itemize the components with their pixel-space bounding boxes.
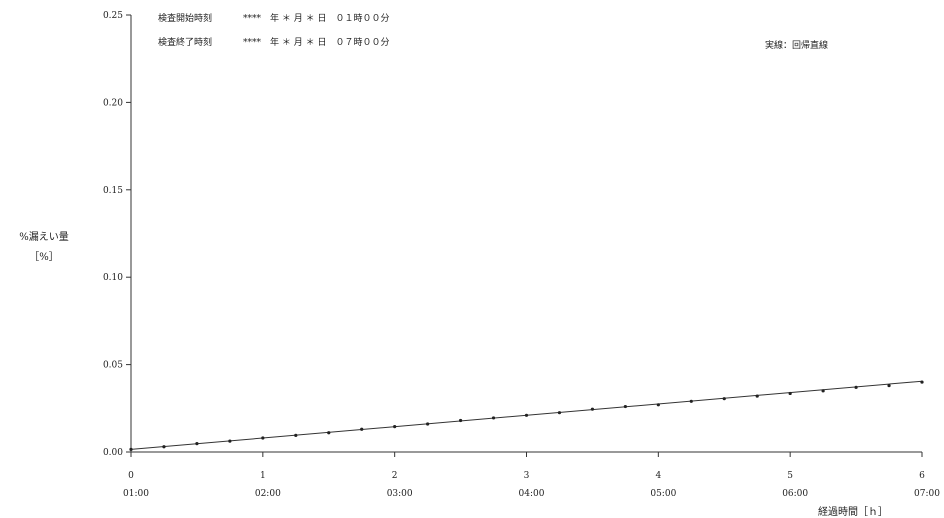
start-time-value: **** 年 ＊ 月 ＊ 日 ０１時００分 [243, 14, 390, 24]
x-tick-label: 0 [128, 471, 134, 481]
data-point [755, 394, 759, 398]
data-point [821, 389, 825, 393]
data-point [590, 407, 595, 411]
x-tick-time-label: 02:00 [255, 489, 281, 499]
x-tick-label: 5 [787, 471, 793, 481]
data-point [689, 399, 693, 403]
end-time-value: **** 年 ＊ 月 ＊ 日 ０７時００分 [243, 38, 390, 48]
legend-text: 実線：回帰直線 [765, 41, 829, 51]
y-tick-label: 0.20 [103, 98, 123, 108]
y-tick-label: 0.05 [103, 361, 123, 371]
data-point [426, 422, 430, 426]
y-tick-label: 0.25 [103, 11, 123, 21]
y-tick-label: 0.15 [103, 186, 123, 196]
data-point [722, 397, 726, 401]
end-time-label: 検査終了時刻 [158, 38, 213, 48]
y-tick-label: 0.00 [103, 448, 123, 458]
measurement-points [129, 380, 924, 451]
data-point [261, 436, 265, 440]
chart-axes [130, 15, 922, 453]
x-tick-time-label: 07:00 [914, 489, 940, 499]
x-tick-time-label: 04:00 [519, 489, 545, 499]
x-tick-label: 6 [919, 471, 925, 481]
data-point [228, 439, 232, 443]
y-tick-label: 0.10 [103, 273, 123, 283]
data-point [854, 385, 858, 389]
data-point [360, 427, 364, 431]
data-point [458, 418, 463, 423]
data-point [920, 380, 924, 384]
data-point [294, 433, 298, 437]
x-tick-label: 4 [655, 471, 661, 481]
data-point [162, 445, 166, 449]
x-tick-label: 1 [260, 471, 266, 481]
y-ticks: 0.00 0.05 0.10 0.15 0.20 0.25 [103, 11, 131, 458]
data-point [327, 431, 331, 435]
x-ticks: 0 01:00 1 02:00 2 03:00 3 04:00 4 05:00 5 06:00 6 07:… [123, 452, 940, 499]
y-axis-label: %漏えい量 [19, 232, 69, 243]
data-point [129, 447, 133, 451]
x-tick-time-label: 01:00 [123, 489, 149, 499]
y-axis-unit: ［%］ [29, 252, 59, 263]
data-point [195, 442, 199, 446]
x-tick-time-label: 05:00 [650, 489, 676, 499]
x-tick-label: 2 [392, 471, 398, 481]
x-axis-title: 経過時間［ｈ］ [818, 507, 888, 518]
data-point [524, 413, 529, 417]
x-tick-label: 3 [524, 471, 530, 481]
x-tick-time-label: 06:00 [782, 489, 808, 499]
data-point [788, 391, 792, 396]
data-point [623, 404, 627, 409]
data-point [557, 411, 562, 415]
data-point [656, 403, 660, 407]
data-point [393, 425, 397, 429]
data-point [491, 416, 496, 420]
x-tick-time-label: 03:00 [387, 489, 413, 499]
data-point [887, 383, 891, 388]
start-time-label: 検査開始時刻 [158, 14, 213, 24]
